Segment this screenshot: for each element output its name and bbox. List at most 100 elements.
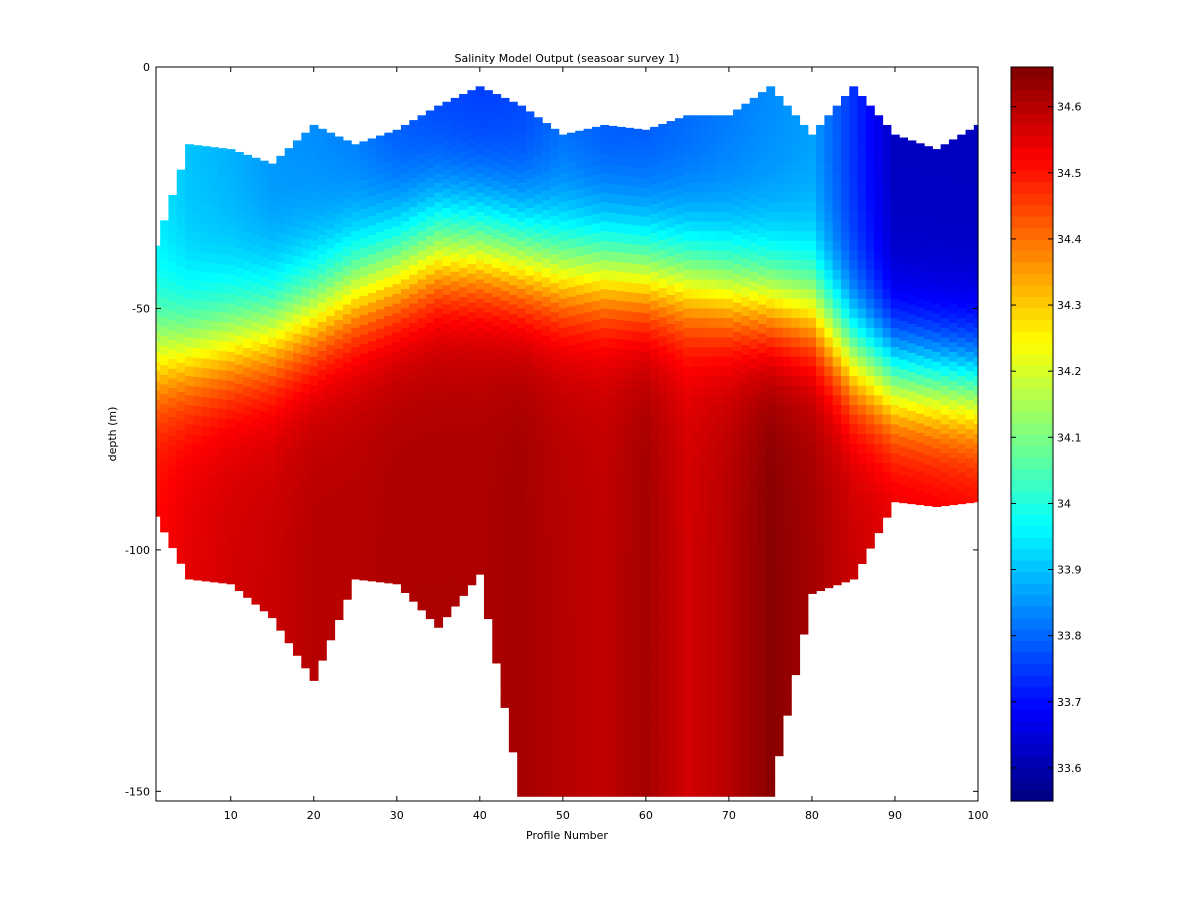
heatmap-cell [293,488,302,499]
heatmap-cell [542,432,551,443]
heatmap-cell [658,732,668,743]
heatmap-cell [392,236,402,247]
heatmap-cell [674,195,684,206]
heatmap-cell [334,349,344,360]
heatmap-cell [733,505,742,516]
heatmap-cell [558,607,568,619]
heatmap-cell [243,589,253,598]
heatmap-cell [575,150,585,161]
heatmap-cell [276,629,286,631]
heatmap-cell [533,377,543,389]
heatmap-cell [301,316,311,327]
heatmap-cell [384,547,394,559]
heatmap-cell [176,478,186,489]
heatmap-cell [575,603,585,615]
heatmap-cell [625,514,635,525]
heatmap-cell [591,542,601,553]
heatmap-cell [641,680,651,691]
heatmap-cell [782,211,792,223]
heatmap-cell [483,466,493,478]
heatmap-cell [824,134,834,145]
heatmap-cell [832,202,842,213]
heatmap-cell [658,259,668,270]
heatmap-cell [226,197,236,208]
heatmap-cell [317,244,327,255]
heatmap-cell [293,391,302,402]
heatmap-cell [774,347,784,358]
heatmap-cell [234,490,244,501]
heatmap-cell [160,297,170,308]
heatmap-cell [234,557,244,568]
heatmap-cell [384,374,394,385]
heatmap-cell [633,302,643,313]
heatmap-cell [351,385,361,396]
heatmap-cell [293,449,302,460]
heatmap-cell [384,132,394,143]
heatmap-cell [724,636,734,648]
heatmap-cell [550,428,560,439]
heatmap-cell [625,494,635,506]
heatmap-cell [293,275,302,286]
heatmap-cell [533,146,543,157]
heatmap-cell [492,557,502,568]
heatmap-cell [517,656,527,667]
heatmap-cell [542,721,551,733]
heatmap-cell [583,186,593,198]
heatmap-cell [384,354,394,366]
heatmap-cell [517,665,527,677]
heatmap-cell [691,337,701,348]
heatmap-cell [533,310,543,321]
heatmap-cell [616,783,626,794]
heatmap-cell [475,240,485,252]
heatmap-cell [782,549,792,561]
heatmap-cell [683,665,693,677]
heatmap-cell [799,385,809,396]
heatmap-cell [409,129,419,141]
heatmap-cell [857,540,867,551]
heatmap-cell [459,113,468,124]
heatmap-cell [567,789,576,797]
heatmap-cell [575,517,585,528]
heatmap-cell [434,202,444,213]
heatmap-cell [156,390,161,401]
heatmap-cell [450,513,460,524]
heatmap-cell [633,573,643,584]
heatmap-cell [317,437,327,449]
heatmap-cell [708,269,718,281]
heatmap-cell [508,632,518,644]
heatmap-cell [841,453,850,464]
heatmap-cell [849,347,859,358]
heatmap-cell [259,266,269,278]
heatmap-cell [185,250,194,261]
heatmap-cell [467,408,477,420]
heatmap-cell [857,105,867,116]
heatmap-cell [683,405,693,416]
heatmap-cell [824,501,834,512]
heatmap-cell [483,264,493,275]
heatmap-cell [209,552,219,564]
heatmap-cell [185,569,194,580]
heatmap-cell [251,544,261,555]
heatmap-cell [542,596,551,607]
heatmap-cell [782,520,792,532]
heatmap-cell [234,335,244,346]
heatmap-cell [251,292,261,304]
heatmap-cell [774,588,784,599]
heatmap-cell [160,394,170,405]
heatmap-cell [156,419,161,430]
heatmap-cell [201,291,211,302]
heatmap-cell [434,269,444,281]
heatmap-cell [550,737,560,748]
heatmap-cell [384,364,394,375]
heatmap-cell [633,621,643,632]
heatmap-cell [392,564,402,575]
heatmap-cell [301,325,311,337]
heatmap-cell [425,438,435,450]
heatmap-cell [209,253,219,264]
heatmap-cell [699,279,709,290]
heatmap-cell [733,775,742,787]
heatmap-cell [400,472,410,483]
heatmap-cell [376,579,385,583]
heatmap-cell [384,412,394,424]
